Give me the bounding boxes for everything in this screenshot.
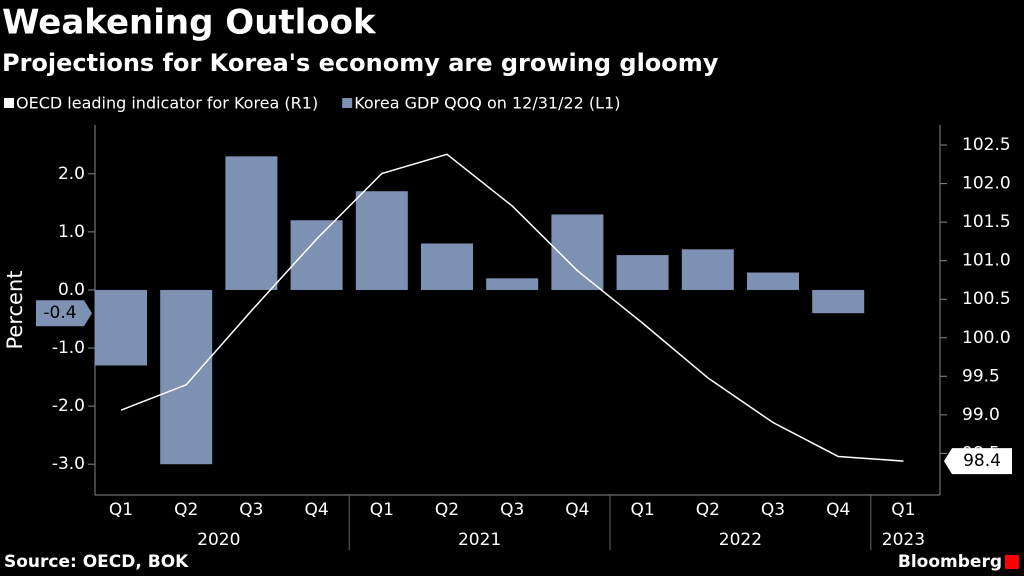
brand-logo [1005, 555, 1019, 569]
year-label: 2022 [719, 530, 762, 550]
source: Source: OECD, BOK [4, 552, 189, 572]
x-tick-label: Q4 [565, 500, 589, 520]
bar [355, 191, 408, 290]
bar [681, 249, 734, 290]
bar [486, 278, 539, 290]
bar [225, 156, 278, 290]
last-value-box [36, 300, 92, 327]
y-tick-label: -1.0 [52, 338, 85, 358]
chart-subtitle: Projections for Korea's economy are grow… [2, 49, 719, 77]
brand: Bloomberg [898, 552, 1002, 572]
x-tick-label: Q4 [826, 500, 850, 520]
bar [421, 243, 473, 290]
y2-tick-label: 102.0 [962, 174, 1011, 194]
x-tick-label: Q3 [500, 500, 524, 520]
y-axis-label: Percent [3, 270, 27, 349]
x-tick-label: Q1 [370, 500, 394, 520]
y2-tick-label: 101.0 [962, 251, 1011, 271]
y2-tick-label: 102.5 [962, 135, 1011, 155]
last-value-label: -0.4 [43, 303, 76, 323]
x-tick-label: Q3 [761, 500, 785, 520]
x-tick-label: Q4 [304, 500, 328, 520]
y-tick-label: -3.0 [52, 454, 85, 474]
year-label: 2023 [882, 530, 925, 550]
legend-label: OECD leading indicator for Korea (R1) [16, 94, 318, 113]
bar [160, 289, 213, 465]
line [120, 153, 904, 462]
y2-tick-label: 99.0 [962, 405, 1000, 425]
legend-swatch [4, 98, 14, 108]
bar [95, 289, 147, 366]
x-tick-label: Q1 [891, 500, 915, 520]
y2-tick-label: 101.5 [962, 212, 1011, 232]
y-tick-label: 1.0 [58, 222, 85, 242]
chart-title: Weakening Outlook [2, 3, 377, 43]
bar [747, 272, 799, 290]
last-value-box [944, 448, 1012, 475]
year-label: 2020 [197, 530, 240, 550]
y-tick-label: -2.0 [52, 396, 85, 416]
last-value-label: 98.4 [963, 451, 1001, 471]
x-tick-label: Q1 [109, 500, 133, 520]
y2-tick-label: 99.5 [962, 366, 1000, 386]
y-tick-label: 2.0 [58, 164, 85, 184]
bar [290, 220, 343, 290]
bar [551, 214, 604, 290]
x-tick-label: Q1 [630, 500, 654, 520]
y2-tick-label: 100.0 [962, 328, 1011, 348]
legend-label: Korea GDP QOQ on 12/31/22 (L1) [354, 94, 620, 113]
y2-tick-label: 100.5 [962, 289, 1011, 309]
bar [812, 289, 865, 314]
x-tick-label: Q2 [174, 500, 198, 520]
legend-swatch [342, 98, 353, 108]
y-tick-label: 0.0 [58, 280, 85, 300]
x-tick-label: Q3 [239, 500, 263, 520]
x-tick-label: Q2 [435, 500, 459, 520]
year-label: 2021 [458, 530, 501, 550]
x-tick-label: Q2 [696, 500, 720, 520]
bar [616, 255, 669, 290]
